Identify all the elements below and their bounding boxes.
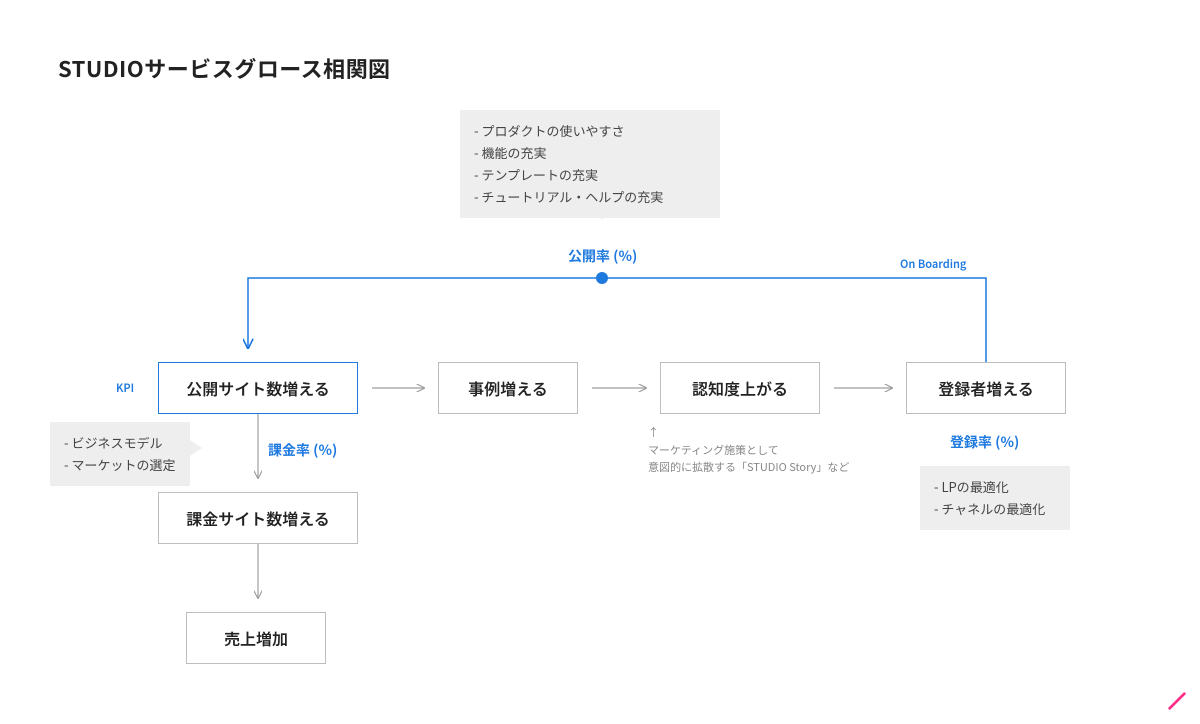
node-awareness: 認知度上がる [660,362,820,414]
kpi-label: KPI [116,380,134,396]
node-label: 売上増加 [224,626,288,650]
info-box-right: LPの最適化 チャネルの最適化 [920,466,1070,530]
marketing-annotation: ↑ マーケティング施策として 意図的に拡散する「STUDIO Story」など [648,424,908,477]
info-item: チュートリアル・ヘルプの充実 [474,186,706,208]
node-registrations: 登録者増える [906,362,1066,414]
info-item: 機能の充実 [474,142,706,164]
info-box-top: プロダクトの使いやすさ 機能の充実 テンプレートの充実 チュートリアル・ヘルプの… [460,110,720,218]
annotation-line: ↑ [648,424,908,442]
node-label: 登録者増える [938,376,1034,400]
annotation-line: マーケティング施策として [648,442,908,460]
node-case-studies: 事例増える [438,362,578,414]
onboarding-label: On Boarding [900,256,966,272]
billing-rate-label: 課金率 (%) [268,440,337,460]
info-item: マーケットの選定 [64,454,176,476]
node-paid-sites: 課金サイト数増える [158,492,358,544]
info-item: LPの最適化 [934,476,1056,498]
info-item: テンプレートの充実 [474,164,706,186]
open-rate-label: 公開率 (%) [568,246,637,266]
annotation-line: 意図的に拡散する「STUDIO Story」など [648,459,908,477]
node-label: 課金サイト数増える [186,506,330,530]
node-label: 認知度上がる [692,376,788,400]
info-item: ビジネスモデル [64,432,176,454]
info-item: チャネルの最適化 [934,498,1056,520]
register-rate-label: 登録率 (%) [950,432,1019,452]
info-item: プロダクトの使いやすさ [474,120,706,142]
diagram-stage: STUDIOサービスグロース相関図 プロダクトの使いやすさ 機能の充実 テンプレ… [0,0,1200,724]
tooltip-tail-icon [190,440,202,456]
accent-icon [1166,690,1188,712]
node-published-sites: 公開サイト数増える [158,362,358,414]
node-label: 公開サイト数増える [186,376,330,400]
info-box-left: ビジネスモデル マーケットの選定 [50,422,190,486]
node-revenue: 売上増加 [186,612,326,664]
tooltip-tail-icon [592,208,612,220]
node-label: 事例増える [468,376,548,400]
page-title: STUDIOサービスグロース相関図 [58,52,391,84]
